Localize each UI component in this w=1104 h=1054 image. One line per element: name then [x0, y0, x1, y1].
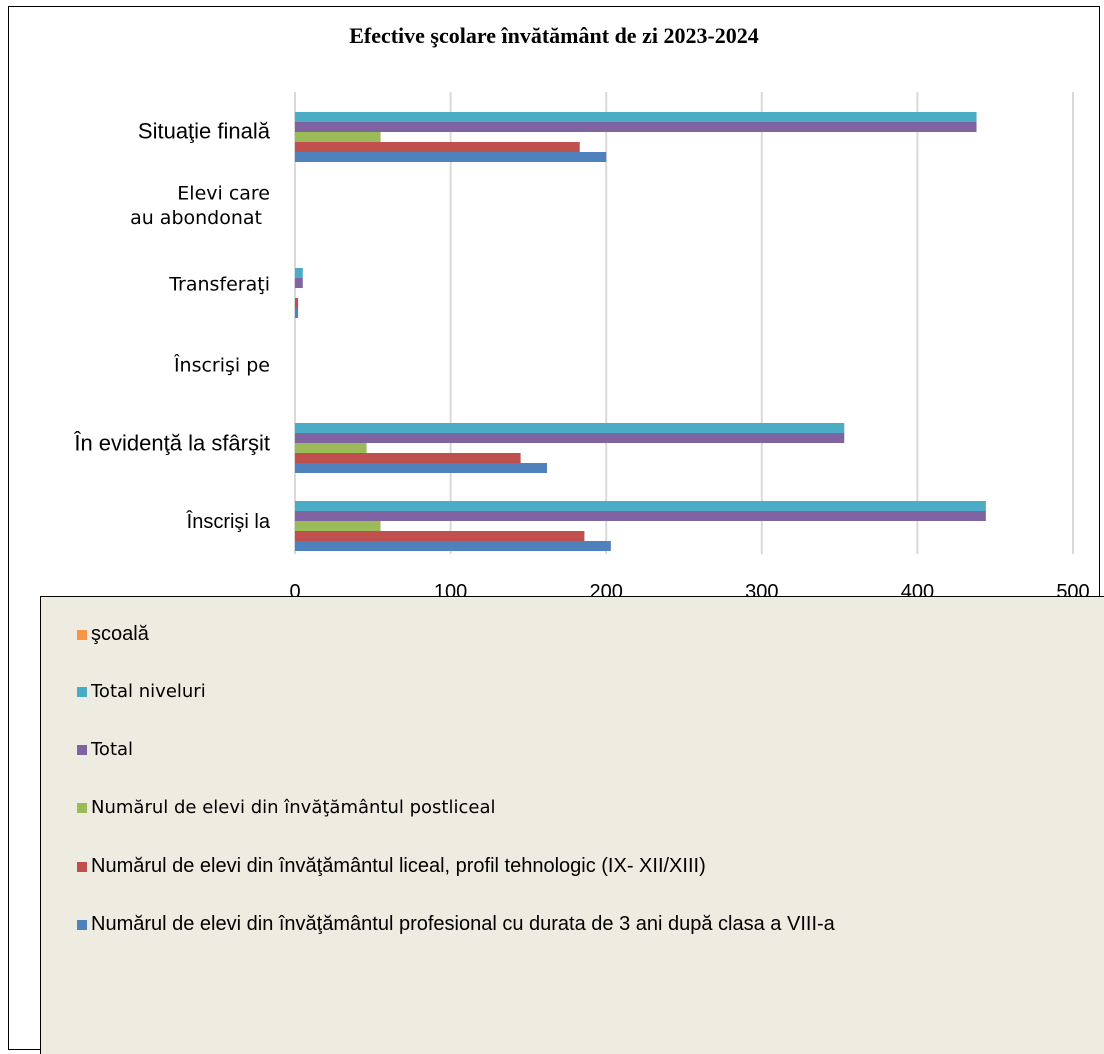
x-tick-label: 400	[901, 581, 934, 600]
bar	[295, 152, 607, 162]
bar	[295, 308, 299, 318]
bar	[295, 443, 367, 453]
legend-swatch	[77, 919, 87, 930]
category-label: Elevi care au abondonat	[130, 182, 270, 229]
category-label: În evidenţă la sfârşit	[73, 431, 270, 456]
bar	[295, 541, 611, 551]
x-tick-label: 0	[289, 581, 300, 600]
category-label: Înscrişi la	[186, 510, 271, 533]
x-tick-label: 200	[590, 581, 623, 600]
bar	[295, 132, 381, 142]
legend-item: Total	[77, 739, 133, 760]
legend-item: Numărul de elevi din învăţământul liceal…	[77, 855, 706, 878]
legend-swatch	[77, 629, 87, 640]
bar	[295, 433, 845, 443]
plot-area: 0 100 200 300 400 500 Înscrişi la În evidenţă l…	[73, 92, 1090, 600]
bar	[295, 122, 977, 132]
bar	[295, 142, 580, 152]
x-tick-label: 300	[745, 581, 778, 600]
bar	[295, 298, 299, 308]
legend-item: Numărul de elevi din învăţământul profes…	[77, 913, 835, 936]
legend-label: Numărul de elevi din învăţământul liceal…	[91, 855, 706, 877]
legend-swatch	[77, 861, 87, 872]
bar	[295, 463, 548, 473]
bar	[295, 112, 977, 122]
legend-item: Numărul de elevi din învăţământul postli…	[77, 797, 496, 818]
x-tick-label: 500	[1056, 581, 1089, 600]
legend-swatch	[77, 802, 87, 813]
bar	[295, 501, 986, 511]
bar	[295, 531, 585, 541]
legend-swatch	[77, 744, 87, 755]
legend-label: Numărul de elevi din învăţământul profes…	[91, 913, 835, 935]
chart-title: Efective şcolare învătământ de zi 2023-2…	[349, 23, 759, 48]
legend-label: şcoală	[91, 623, 149, 645]
x-tick-label: 100	[434, 581, 467, 600]
bar	[295, 511, 986, 521]
bar	[295, 278, 303, 288]
legend: şcoală Total niveluri Total Numărul de elev…	[40, 596, 1104, 1054]
legend-item: Total niveluri	[77, 681, 206, 702]
legend-label: Numărul de elevi din învăţământul postli…	[91, 797, 496, 818]
bar	[295, 521, 381, 531]
bar	[295, 453, 521, 463]
legend-label: Total niveluri	[91, 681, 206, 702]
category-label: Transferaţi	[168, 274, 270, 296]
category-label: Înscrişi pe	[173, 354, 270, 377]
bar	[295, 423, 845, 433]
legend-item: şcoală	[77, 623, 149, 646]
category-label: Situaţie finală	[138, 119, 271, 144]
legend-swatch	[77, 686, 87, 697]
bar	[295, 268, 303, 278]
legend-label: Total	[91, 739, 134, 760]
